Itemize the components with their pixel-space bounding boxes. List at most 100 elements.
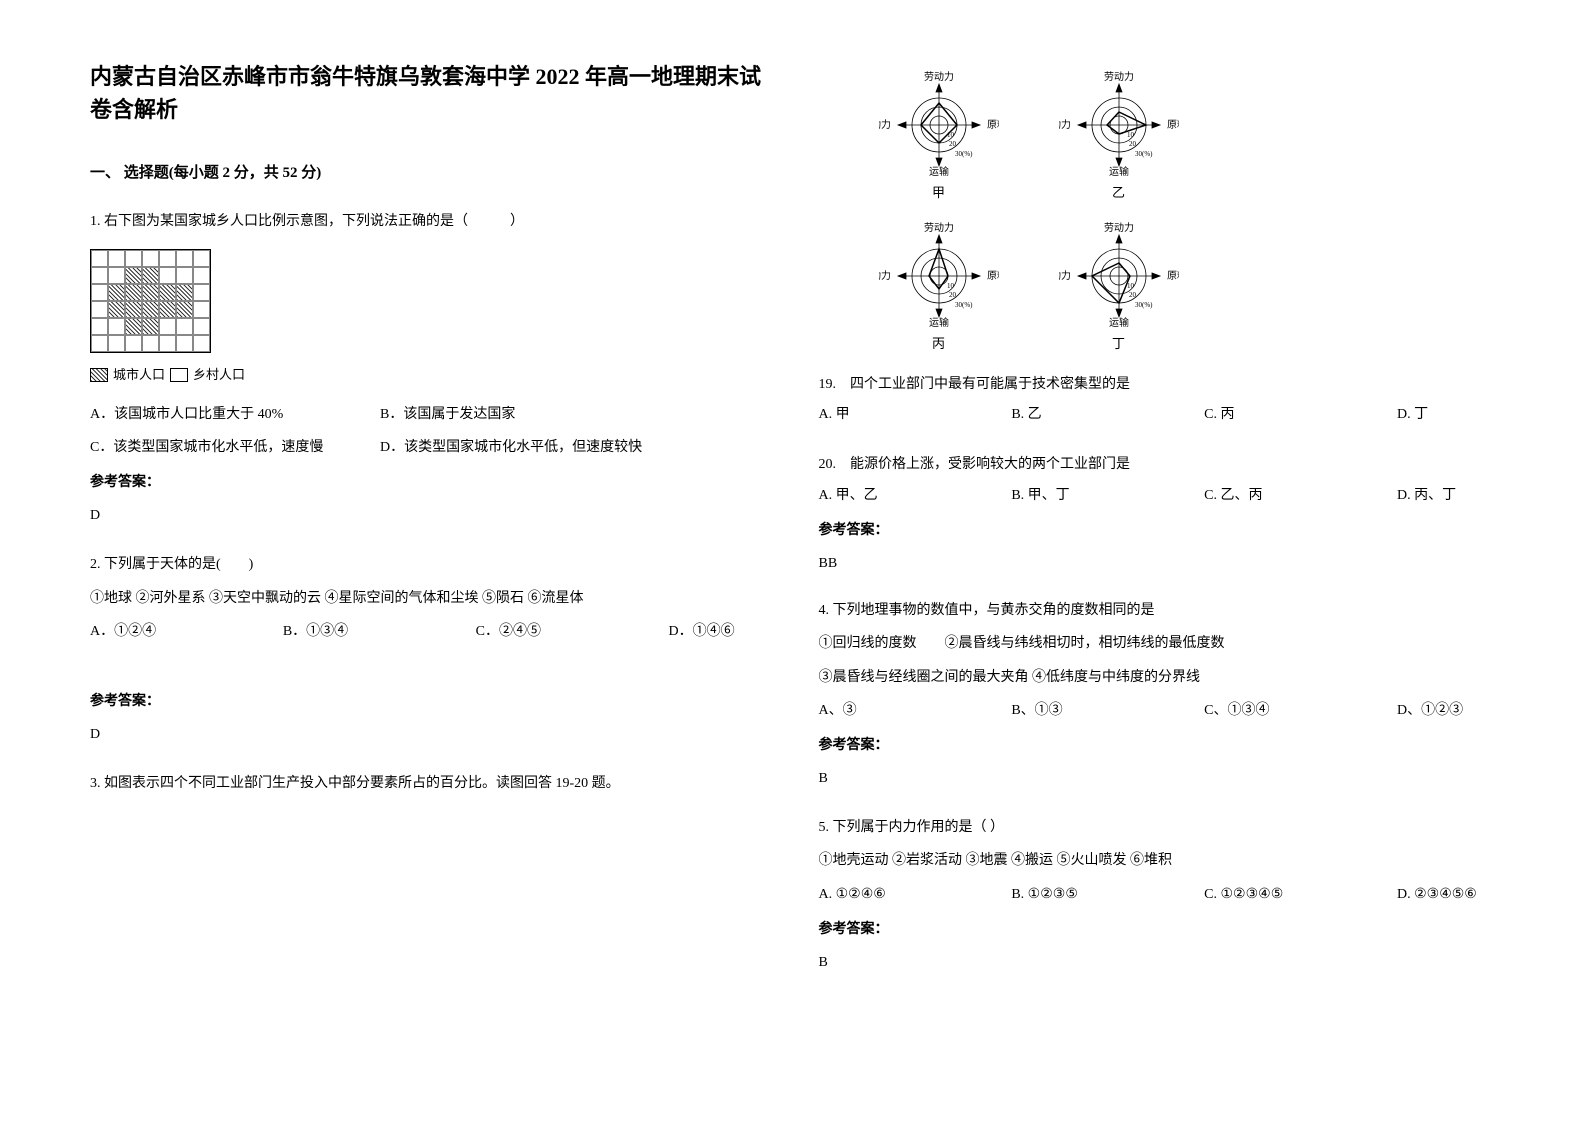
q20-text: 20. 能源价格上涨，受影响较大的两个工业部门是 bbox=[819, 452, 1498, 477]
q5-optD: D. ②③④⑤⑥ bbox=[1397, 882, 1497, 907]
svg-text:10: 10 bbox=[1127, 131, 1135, 139]
q1-text: 1. 右下图为某国家城乡人口比例示意图，下列说法正确的是（ ） bbox=[90, 209, 769, 234]
grid-chart: 城市人口 乡村人口 bbox=[90, 249, 769, 386]
svg-text:20: 20 bbox=[949, 291, 957, 299]
q4-options: A、③ B、①③ C、①③④ D、①②③ bbox=[819, 698, 1498, 723]
q20-optA: A. 甲、乙 bbox=[819, 483, 919, 508]
q5-answer: B bbox=[819, 950, 1498, 975]
q2-answer-label: 参考答案： bbox=[90, 689, 769, 714]
radar-yi: 劳动力 原料 运输 动力 10 20 30(%) 乙 bbox=[1039, 70, 1199, 201]
svg-text:20: 20 bbox=[1129, 291, 1137, 299]
svg-text:劳动力: 劳动力 bbox=[924, 221, 954, 234]
q20-answer: BB bbox=[819, 551, 1498, 576]
svg-text:30(%): 30(%) bbox=[955, 301, 973, 309]
q19-optC: C. 丙 bbox=[1204, 402, 1304, 427]
svg-text:原料: 原料 bbox=[987, 269, 999, 282]
q4-items2: ③晨昏线与经线圈之间的最大夹角 ④低纬度与中纬度的分界线 bbox=[819, 665, 1498, 690]
svg-text:原料: 原料 bbox=[1167, 118, 1179, 131]
q19-options: A. 甲 B. 乙 C. 丙 D. 丁 bbox=[819, 402, 1498, 427]
q3-text: 3. 如图表示四个不同工业部门生产投入中部分要素所占的百分比。读图回答 19-2… bbox=[90, 771, 769, 796]
q5-optA: A. ①②④⑥ bbox=[819, 882, 919, 907]
radar-name-ding: 丁 bbox=[1112, 333, 1125, 352]
q20-optB: B. 甲、丁 bbox=[1011, 483, 1111, 508]
q19-optB: B. 乙 bbox=[1011, 402, 1111, 427]
q5-items: ①地壳运动 ②岩浆活动 ③地震 ④搬运 ⑤火山喷发 ⑥堆积 bbox=[819, 848, 1498, 873]
radar-name-jia: 甲 bbox=[932, 182, 945, 201]
q1-optD: D．该类型国家城市化水平低，但速度较快 bbox=[380, 435, 642, 460]
question-20: 20. 能源价格上涨，受影响较大的两个工业部门是 A. 甲、乙 B. 甲、丁 C… bbox=[819, 452, 1498, 576]
right-column: 劳动力 原料 运输 动力 10 20 30(%) 甲 bbox=[819, 60, 1498, 1062]
q20-answer-label: 参考答案： bbox=[819, 518, 1498, 543]
page-title: 内蒙古自治区赤峰市市翁牛特旗乌敦套海中学 2022 年高一地理期末试卷含解析 bbox=[90, 60, 769, 126]
q1-answer-label: 参考答案： bbox=[90, 470, 769, 495]
q1-options: A．该国城市人口比重大于 40% B．该国属于发达国家 bbox=[90, 402, 769, 427]
q2-answer: D bbox=[90, 722, 769, 747]
q2-text: 2. 下列属于天体的是( ) bbox=[90, 552, 769, 577]
question-4: 4. 下列地理事物的数值中，与黄赤交角的度数相同的是 ①回归线的度数 ②晨昏线与… bbox=[819, 598, 1498, 791]
question-5: 5. 下列属于内力作用的是（ ） ①地壳运动 ②岩浆活动 ③地震 ④搬运 ⑤火山… bbox=[819, 815, 1498, 975]
q2-optA: A．①②④ bbox=[90, 619, 190, 644]
q19-optD: D. 丁 bbox=[1397, 402, 1497, 427]
legend-rural: 乡村人口 bbox=[193, 363, 245, 386]
q4-text: 4. 下列地理事物的数值中，与黄赤交角的度数相同的是 bbox=[819, 598, 1498, 623]
q4-optC: C、①③④ bbox=[1204, 698, 1304, 723]
q2-optD: D．①④⑥ bbox=[668, 619, 768, 644]
svg-text:20: 20 bbox=[1129, 140, 1137, 148]
svg-text:动力: 动力 bbox=[1059, 118, 1071, 131]
svg-text:劳动力: 劳动力 bbox=[924, 70, 954, 83]
svg-text:动力: 动力 bbox=[879, 118, 891, 131]
svg-text:30(%): 30(%) bbox=[1135, 150, 1153, 158]
legend-urban: 城市人口 bbox=[113, 363, 165, 386]
svg-text:30(%): 30(%) bbox=[955, 150, 973, 158]
radar-name-yi: 乙 bbox=[1112, 182, 1125, 201]
radar-bing: 劳动力 原料 运输 动力 10 20 30(%) 丙 bbox=[859, 221, 1019, 352]
radar-ding: 劳动力 原料 运输 动力 10 20 30(%) 丁 bbox=[1039, 221, 1199, 352]
svg-text:动力: 动力 bbox=[1059, 269, 1071, 282]
q19-text: 19. 四个工业部门中最有可能属于技术密集型的是 bbox=[819, 372, 1498, 397]
legend-empty-icon bbox=[170, 368, 188, 382]
svg-text:运输: 运输 bbox=[1109, 165, 1129, 178]
svg-text:30(%): 30(%) bbox=[1135, 301, 1153, 309]
q1-optB: B．该国属于发达国家 bbox=[380, 402, 640, 427]
svg-text:动力: 动力 bbox=[879, 269, 891, 282]
question-19: 19. 四个工业部门中最有可能属于技术密集型的是 A. 甲 B. 乙 C. 丙 … bbox=[819, 372, 1498, 432]
q5-optC: C. ①②③④⑤ bbox=[1204, 882, 1304, 907]
question-3: 3. 如图表示四个不同工业部门生产投入中部分要素所占的百分比。读图回答 19-2… bbox=[90, 771, 769, 804]
q5-options: A. ①②④⑥ B. ①②③⑤ C. ①②③④⑤ D. ②③④⑤⑥ bbox=[819, 882, 1498, 907]
svg-text:10: 10 bbox=[947, 282, 955, 290]
svg-text:劳动力: 劳动力 bbox=[1104, 221, 1134, 234]
q20-options: A. 甲、乙 B. 甲、丁 C. 乙、丙 D. 丙、丁 bbox=[819, 483, 1498, 508]
q2-optB: B．①③④ bbox=[283, 619, 383, 644]
legend-shaded-icon bbox=[90, 368, 108, 382]
grid-box bbox=[90, 249, 211, 353]
svg-text:原料: 原料 bbox=[1167, 269, 1179, 282]
q4-answer: B bbox=[819, 766, 1498, 791]
radar-name-bing: 丙 bbox=[932, 333, 945, 352]
q5-answer-label: 参考答案： bbox=[819, 917, 1498, 942]
question-2: 2. 下列属于天体的是( ) ①地球 ②河外星系 ③天空中飘动的云 ④星际空间的… bbox=[90, 552, 769, 747]
q5-text: 5. 下列属于内力作用的是（ ） bbox=[819, 815, 1498, 840]
svg-text:10: 10 bbox=[947, 131, 955, 139]
q4-items1: ①回归线的度数 ②晨昏线与纬线相切时，相切纬线的最低度数 bbox=[819, 631, 1498, 656]
q4-optD: D、①②③ bbox=[1397, 698, 1497, 723]
q5-optB: B. ①②③⑤ bbox=[1011, 882, 1111, 907]
svg-text:20: 20 bbox=[949, 140, 957, 148]
q4-optB: B、①③ bbox=[1011, 698, 1111, 723]
radar-jia: 劳动力 原料 运输 动力 10 20 30(%) 甲 bbox=[859, 70, 1019, 201]
svg-text:10: 10 bbox=[1127, 282, 1135, 290]
svg-text:运输: 运输 bbox=[1109, 316, 1129, 329]
q2-options: A．①②④ B．①③④ C．②④⑤ D．①④⑥ bbox=[90, 619, 769, 644]
radar-charts: 劳动力 原料 运输 动力 10 20 30(%) 甲 bbox=[859, 70, 1498, 352]
q2-items: ①地球 ②河外星系 ③天空中飘动的云 ④星际空间的气体和尘埃 ⑤陨石 ⑥流星体 bbox=[90, 586, 769, 611]
section-header: 一、 选择题(每小题 2 分，共 52 分) bbox=[90, 161, 769, 182]
q1-optC: C．该类型国家城市化水平低，速度慢 bbox=[90, 435, 350, 460]
left-column: 内蒙古自治区赤峰市市翁牛特旗乌敦套海中学 2022 年高一地理期末试卷含解析 一… bbox=[90, 60, 769, 1062]
legend: 城市人口 乡村人口 bbox=[90, 363, 769, 386]
q4-optA: A、③ bbox=[819, 698, 919, 723]
q1-answer: D bbox=[90, 503, 769, 528]
q19-optA: A. 甲 bbox=[819, 402, 919, 427]
svg-text:原料: 原料 bbox=[987, 118, 999, 131]
svg-text:劳动力: 劳动力 bbox=[1104, 70, 1134, 83]
q20-optD: D. 丙、丁 bbox=[1397, 483, 1497, 508]
svg-text:运输: 运输 bbox=[929, 165, 949, 178]
